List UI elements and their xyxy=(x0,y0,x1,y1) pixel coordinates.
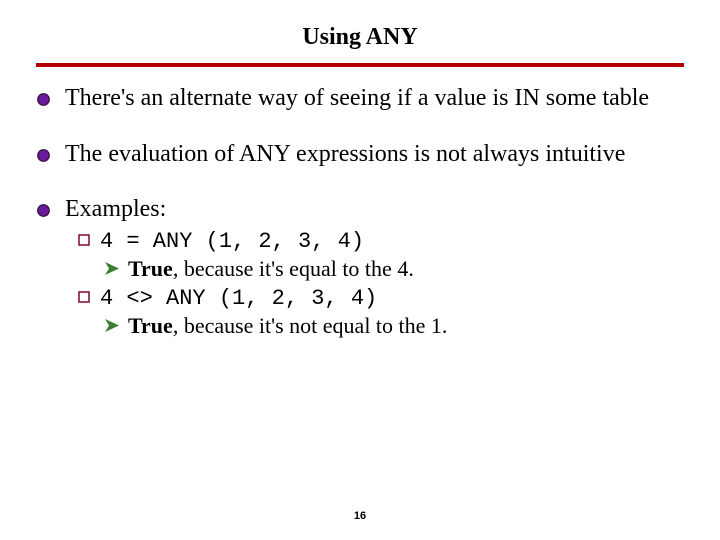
page-number: 16 xyxy=(0,510,720,522)
example-code-row: 4 <> ANY (1, 2, 3, 4) xyxy=(78,285,684,313)
examples-list: 4 = ANY (1, 2, 3, 4) True, because it's … xyxy=(78,228,684,340)
bullet-text: There's an alternate way of seeing if a … xyxy=(65,85,649,113)
example-result: True, because it's equal to the 4. xyxy=(128,255,414,283)
bullet-list: There's an alternate way of seeing if a … xyxy=(36,85,684,224)
example-code: 4 <> ANY (1, 2, 3, 4) xyxy=(100,285,377,313)
bullet-item: The evaluation of ANY expressions is not… xyxy=(36,141,684,169)
circle-bullet-icon xyxy=(36,92,51,107)
example-item: 4 = ANY (1, 2, 3, 4) True, because it's … xyxy=(78,228,684,283)
arrow-right-icon xyxy=(104,318,120,338)
bullet-item: There's an alternate way of seeing if a … xyxy=(36,85,684,113)
square-bullet-icon xyxy=(78,291,90,303)
result-bold: True xyxy=(128,313,173,338)
arrow-right-icon xyxy=(104,261,120,281)
circle-bullet-icon xyxy=(36,148,51,163)
example-code: 4 = ANY (1, 2, 3, 4) xyxy=(100,228,364,256)
bullet-item: Examples: xyxy=(36,196,684,224)
title-rule xyxy=(36,63,684,67)
slide-title: Using ANY xyxy=(36,24,684,51)
example-item: 4 <> ANY (1, 2, 3, 4) True, because it's… xyxy=(78,285,684,340)
example-code-row: 4 = ANY (1, 2, 3, 4) xyxy=(78,228,684,256)
example-result: True, because it's not equal to the 1. xyxy=(128,312,447,340)
slide: Using ANY There's an alternate way of se… xyxy=(0,0,720,540)
bullet-text: The evaluation of ANY expressions is not… xyxy=(65,141,625,169)
example-result-row: True, because it's equal to the 4. xyxy=(104,255,684,283)
circle-bullet-icon xyxy=(36,203,51,218)
square-bullet-icon xyxy=(78,234,90,246)
result-bold: True xyxy=(128,256,173,281)
bullet-text: Examples: xyxy=(65,196,166,224)
result-rest: , because it's equal to the 4. xyxy=(173,256,414,281)
example-result-row: True, because it's not equal to the 1. xyxy=(104,312,684,340)
result-rest: , because it's not equal to the 1. xyxy=(173,313,448,338)
